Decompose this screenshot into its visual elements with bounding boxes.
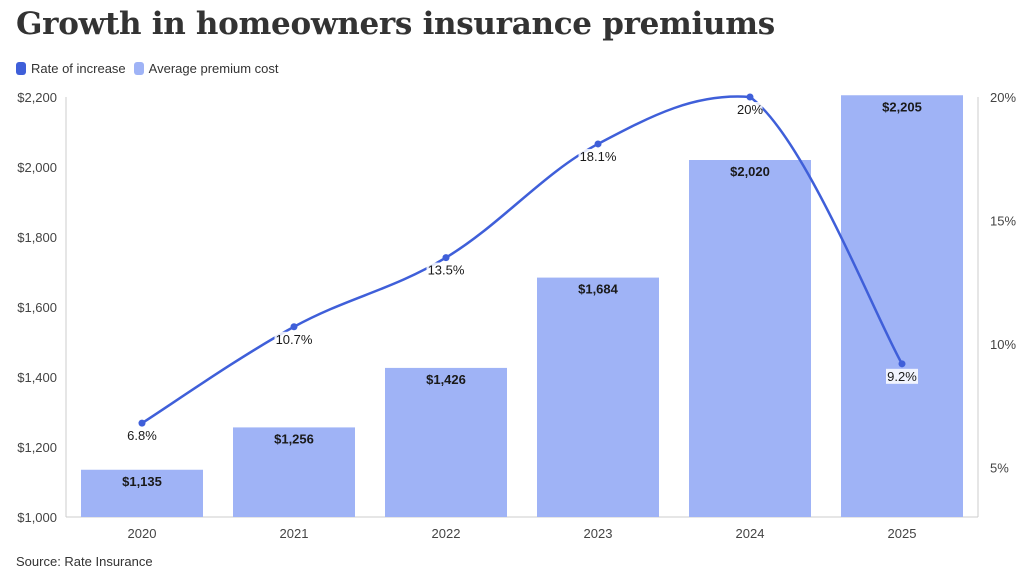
bar[interactable]	[233, 427, 355, 517]
rate-value-label: 18.1%	[580, 149, 617, 164]
legend-label-premium: Average premium cost	[148, 61, 279, 76]
rate-point[interactable]	[746, 93, 754, 101]
y-right-tick-label: 20%	[990, 90, 1016, 105]
x-tick-label: 2020	[128, 526, 157, 541]
y-left-tick-label: $2,200	[17, 90, 57, 105]
y-left-tick-label: $1,000	[17, 510, 57, 525]
bar-value-label: $1,135	[122, 474, 162, 489]
legend-item-rate[interactable]: Rate of increase	[16, 61, 126, 76]
x-tick-label: 2023	[584, 526, 613, 541]
bar[interactable]	[385, 367, 507, 517]
rate-label-bg	[274, 331, 314, 347]
bar-value-label: $1,684	[578, 282, 619, 297]
bar[interactable]	[841, 95, 963, 517]
bar[interactable]	[537, 277, 659, 517]
bar-value-label: $1,426	[426, 372, 466, 387]
bar-value-label: $2,020	[730, 164, 770, 179]
legend-item-premium[interactable]: Average premium cost	[133, 61, 279, 76]
x-tick-label: 2025	[888, 526, 917, 541]
rate-label-bg	[886, 368, 918, 384]
bar-value-label: $2,205	[882, 99, 922, 114]
y-left-tick-label: $1,200	[17, 440, 57, 455]
y-left-tick-label: $1,400	[17, 370, 57, 385]
y-right-tick-label: 15%	[990, 214, 1016, 229]
legend-label-rate: Rate of increase	[31, 61, 126, 76]
legend-swatch-rate	[16, 62, 26, 75]
x-tick-label: 2021	[280, 526, 309, 541]
legend-swatch-premium	[133, 62, 144, 75]
legend: Rate of increase Average premium cost	[16, 61, 287, 76]
y-left-tick-label: $1,800	[17, 230, 57, 245]
rate-value-label: 6.8%	[127, 428, 157, 443]
y-right-tick-label: 10%	[990, 337, 1016, 352]
rate-value-label: 20%	[737, 102, 763, 117]
rate-label-bg	[426, 262, 466, 278]
rate-point[interactable]	[594, 140, 602, 148]
rate-value-label: 10.7%	[276, 332, 313, 347]
rate-label-bg	[126, 428, 158, 444]
rate-point[interactable]	[898, 360, 906, 368]
bar-value-label: $1,256	[274, 431, 314, 446]
x-tick-label: 2024	[736, 526, 765, 541]
rate-point[interactable]	[290, 323, 298, 331]
source-note: Source: Rate Insurance	[16, 554, 153, 569]
rate-label-bg	[737, 102, 763, 117]
chart-title: Growth in homeowners insurance premiums	[16, 6, 775, 42]
x-tick-label: 2022	[432, 526, 461, 541]
rate-value-label: 9.2%	[887, 369, 917, 384]
rate-point[interactable]	[138, 419, 146, 427]
y-right-tick-label: 5%	[990, 461, 1009, 476]
bar[interactable]	[689, 160, 811, 517]
y-left-tick-label: $2,000	[17, 160, 57, 175]
rate-label-bg	[578, 148, 618, 164]
rate-point[interactable]	[442, 254, 450, 262]
y-left-tick-label: $1,600	[17, 300, 57, 315]
rate-value-label: 13.5%	[428, 263, 465, 278]
bar[interactable]	[81, 469, 203, 517]
